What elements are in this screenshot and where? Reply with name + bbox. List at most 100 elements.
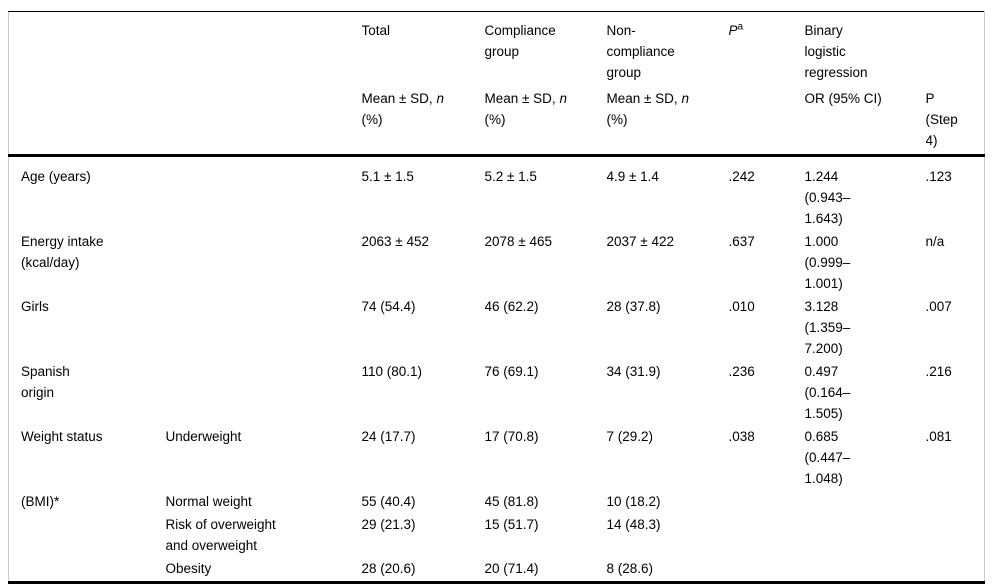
p-symbol: P bbox=[728, 23, 738, 38]
mean-sd-pct: (%) bbox=[361, 112, 383, 127]
cell-total: 29 (21.3) bbox=[361, 517, 416, 532]
cell-p-value: .637 bbox=[728, 234, 755, 249]
cell-compliance: 76 (69.1) bbox=[484, 364, 539, 379]
table-row-age: Age (years) 5.1 ± 1.5 5.2 ± 1.5 4.9 ± 1.… bbox=[9, 156, 985, 232]
row-sublabel bbox=[166, 296, 362, 361]
header-binary-logistic-regression: Binary logistic regression bbox=[804, 23, 868, 80]
subheader-compliance-mean-sd: Mean ± SD, n (%) bbox=[484, 88, 607, 157]
row-label: Girls bbox=[21, 299, 49, 314]
row-label: (BMI)* bbox=[21, 494, 60, 509]
row-label: Spanish origin bbox=[21, 364, 70, 400]
table-row-bmi-normal-weight: (BMI)* Normal weight 55 (40.4) 45 (81.8)… bbox=[9, 491, 985, 514]
cell-p-value: .010 bbox=[728, 299, 755, 314]
cell-p-step4 bbox=[926, 491, 985, 514]
table-row-spanish-origin: Spanish origin 110 (80.1) 76 (69.1) 34 (… bbox=[9, 361, 985, 426]
n-symbol: n bbox=[681, 91, 689, 106]
subheader-empty-p bbox=[728, 88, 805, 157]
cell-or-ci bbox=[805, 514, 926, 558]
cell-p-value bbox=[729, 514, 805, 558]
table-row-weight-status-underweight: Weight status Underweight 24 (17.7) 17 (… bbox=[9, 426, 985, 491]
mean-sd-text: Mean ± SD, bbox=[606, 91, 682, 106]
mean-sd-text: Mean ± SD, bbox=[484, 91, 560, 106]
subheader-non-compliance-mean-sd: Mean ± SD, n (%) bbox=[606, 88, 729, 157]
cell-non-compliance: 10 (18.2) bbox=[606, 494, 661, 509]
header-total: Total bbox=[361, 23, 391, 38]
cell-compliance: 5.2 ± 1.5 bbox=[484, 169, 537, 184]
cell-p-value bbox=[729, 491, 805, 514]
cell-total: 74 (54.4) bbox=[361, 299, 416, 314]
header-non-compliance-group: Non- compliance group bbox=[606, 23, 675, 80]
mean-sd-pct: (%) bbox=[606, 112, 628, 127]
header-row-measures: Mean ± SD, n (%) Mean ± SD, n (%) Mean ±… bbox=[8, 88, 985, 157]
subheader-empty-label bbox=[8, 88, 166, 157]
cell-or-ci: 1.000 (0.999– 1.001) bbox=[804, 234, 851, 291]
cell-p-value: .242 bbox=[728, 169, 755, 184]
row-label: Age (years) bbox=[21, 169, 91, 184]
cell-compliance: 20 (71.4) bbox=[484, 561, 539, 576]
cell-compliance: 15 (51.7) bbox=[484, 517, 539, 532]
cell-p-step4 bbox=[926, 558, 985, 583]
descriptive-statistics-table: Total Compliance group Non- compliance g… bbox=[8, 11, 985, 584]
cell-or-ci bbox=[805, 558, 926, 583]
row-label bbox=[9, 514, 166, 558]
cell-or-ci: 0.497 (0.164– 1.505) bbox=[804, 364, 851, 421]
mean-sd-pct: (%) bbox=[484, 112, 506, 127]
cell-p-value bbox=[729, 558, 805, 583]
cell-or-ci: 3.128 (1.359– 7.200) bbox=[804, 299, 851, 356]
table-row-obesity: Obesity 28 (20.6) 20 (71.4) 8 (28.6) bbox=[9, 558, 985, 583]
n-symbol: n bbox=[436, 91, 444, 106]
cell-non-compliance: 14 (48.3) bbox=[606, 517, 661, 532]
header-empty-last bbox=[926, 12, 985, 89]
cell-non-compliance: 7 (29.2) bbox=[606, 429, 654, 444]
row-label bbox=[9, 558, 166, 583]
cell-total: 110 (80.1) bbox=[361, 364, 423, 379]
cell-non-compliance: 28 (37.8) bbox=[606, 299, 661, 314]
subheader-total-mean-sd: Mean ± SD, n (%) bbox=[361, 88, 485, 157]
cell-compliance: 2078 ± 465 bbox=[484, 234, 552, 249]
cell-p-step4: .081 bbox=[925, 429, 952, 444]
cell-total: 28 (20.6) bbox=[361, 561, 416, 576]
cell-total: 24 (17.7) bbox=[361, 429, 416, 444]
cell-total: 2063 ± 452 bbox=[361, 234, 429, 249]
cell-p-value: .038 bbox=[728, 429, 755, 444]
cell-non-compliance: 2037 ± 422 bbox=[606, 234, 674, 249]
cell-p-step4: n/a bbox=[925, 234, 945, 249]
row-sublabel bbox=[166, 231, 362, 296]
header-compliance-group: Compliance group bbox=[484, 23, 556, 59]
cell-p-step4: .007 bbox=[925, 299, 952, 314]
row-sublabel: Risk of overweight and overweight bbox=[165, 517, 276, 553]
table-header: Total Compliance group Non- compliance g… bbox=[8, 12, 985, 157]
subheader-empty-sublabel bbox=[165, 88, 362, 157]
n-symbol: n bbox=[559, 91, 567, 106]
subheader-or-ci: OR (95% CI) bbox=[804, 88, 926, 157]
table-row-girls: Girls 74 (54.4) 46 (62.2) 28 (37.8) .010… bbox=[9, 296, 985, 361]
table-row-risk-of-overweight: Risk of overweight and overweight 29 (21… bbox=[9, 514, 985, 558]
cell-total: 5.1 ± 1.5 bbox=[361, 169, 414, 184]
cell-compliance: 45 (81.8) bbox=[484, 494, 539, 509]
subheader-p-step4: P (Step 4) bbox=[925, 88, 985, 157]
header-empty-sublabel bbox=[166, 12, 362, 89]
cell-p-step4: .123 bbox=[925, 169, 952, 184]
cell-or-ci bbox=[805, 491, 926, 514]
cell-compliance: 46 (62.2) bbox=[484, 299, 539, 314]
cell-non-compliance: 34 (31.9) bbox=[606, 364, 661, 379]
cell-non-compliance: 8 (28.6) bbox=[606, 561, 654, 576]
row-sublabel: Underweight bbox=[165, 429, 242, 444]
paper-table-page: Total Compliance group Non- compliance g… bbox=[8, 11, 985, 584]
cell-or-ci: 0.685 (0.447– 1.048) bbox=[804, 429, 851, 486]
row-label: Weight status bbox=[21, 429, 103, 444]
cell-non-compliance: 4.9 ± 1.4 bbox=[606, 169, 659, 184]
table-row-energy-intake: Energy intake (kcal/day) 2063 ± 452 2078… bbox=[9, 231, 985, 296]
header-row-groups: Total Compliance group Non- compliance g… bbox=[9, 12, 985, 89]
header-p-value: Pa bbox=[729, 12, 805, 89]
footnote-a-superscript: a bbox=[737, 21, 744, 33]
cell-p-value: .236 bbox=[728, 364, 755, 379]
row-sublabel bbox=[166, 361, 362, 426]
cell-or-ci: 1.244 (0.943– 1.643) bbox=[804, 169, 851, 226]
row-label: Energy intake (kcal/day) bbox=[21, 234, 104, 270]
row-sublabel bbox=[166, 156, 362, 232]
header-empty-label bbox=[9, 12, 166, 89]
cell-compliance: 17 (70.8) bbox=[484, 429, 539, 444]
mean-sd-text: Mean ± SD, bbox=[361, 91, 437, 106]
cell-total: 55 (40.4) bbox=[361, 494, 416, 509]
